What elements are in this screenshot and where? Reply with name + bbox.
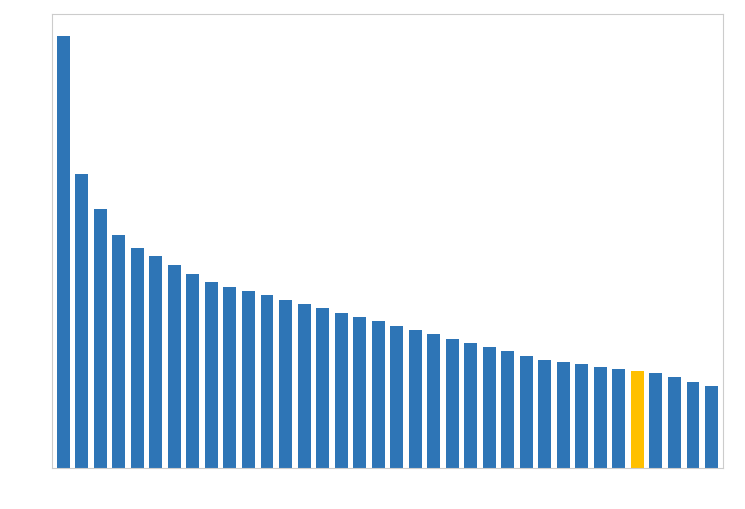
Bar	[446, 339, 459, 468]
Bar	[594, 367, 607, 468]
Bar	[612, 369, 625, 468]
Bar	[150, 257, 162, 468]
Bar	[557, 362, 570, 468]
Bar	[464, 343, 478, 468]
Bar	[483, 348, 495, 468]
Bar	[205, 283, 218, 468]
Bar	[186, 274, 200, 468]
Bar	[242, 291, 255, 468]
Bar	[631, 371, 644, 468]
Bar	[650, 374, 662, 468]
Bar	[94, 209, 107, 468]
Bar	[297, 304, 311, 468]
Bar	[75, 175, 88, 468]
Bar	[575, 365, 589, 468]
Bar	[112, 235, 125, 468]
Bar	[316, 308, 329, 468]
Bar	[539, 360, 551, 468]
Bar	[501, 352, 514, 468]
Bar	[261, 296, 273, 468]
Bar	[131, 248, 144, 468]
Bar	[224, 287, 236, 468]
Bar	[687, 382, 700, 468]
Bar	[335, 313, 348, 468]
Bar	[372, 322, 384, 468]
Bar	[705, 386, 718, 468]
Bar	[668, 378, 681, 468]
Bar	[409, 330, 422, 468]
Bar	[427, 334, 440, 468]
Bar	[520, 356, 533, 468]
Bar	[390, 326, 403, 468]
Bar	[353, 317, 366, 468]
Bar	[57, 37, 70, 468]
Bar	[279, 300, 292, 468]
Bar	[168, 266, 181, 468]
